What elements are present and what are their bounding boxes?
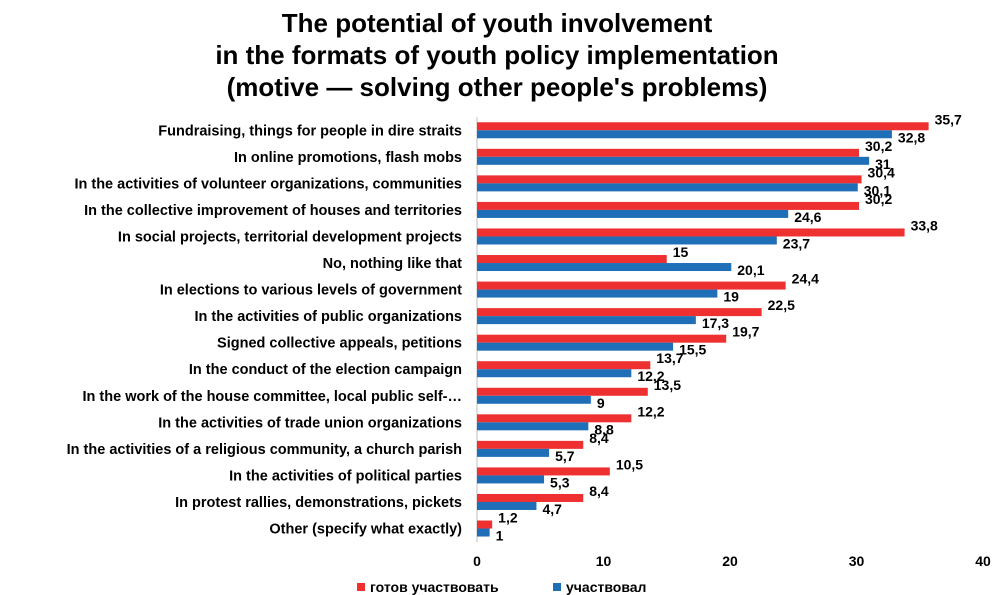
bar-ready-to-participate xyxy=(477,255,667,264)
data-label: 15 xyxy=(673,244,689,260)
data-label: 30,1 xyxy=(864,182,891,198)
data-label: 15,5 xyxy=(679,342,706,358)
legend-label: готов участвовать xyxy=(370,579,499,595)
bar-ready-to-participate xyxy=(477,467,610,476)
category-label: In the activities of political parties xyxy=(229,468,462,484)
data-label: 5,3 xyxy=(550,474,570,490)
bar-participated xyxy=(477,528,490,537)
category-label: In the collective improvement of houses … xyxy=(84,203,462,219)
category-label: No, nothing like that xyxy=(323,256,463,272)
bar-ready-to-participate xyxy=(477,414,632,423)
x-axis-ticks: 0 10 20 30 40 xyxy=(473,553,991,569)
category-label: In social projects, territorial developm… xyxy=(118,229,462,245)
category-label: Signed collective appeals, petitions xyxy=(217,336,462,352)
category-label: Fundraising, things for people in dire s… xyxy=(158,123,462,139)
category-label: In the activities of public organization… xyxy=(195,309,462,325)
data-label: 9 xyxy=(597,395,605,411)
bar-ready-to-participate xyxy=(477,520,493,529)
bar-ready-to-participate xyxy=(477,361,651,370)
data-label: 13,7 xyxy=(656,350,683,366)
bar-ready-to-participate xyxy=(477,334,727,343)
bar-ready-to-participate xyxy=(477,228,905,237)
bar-ready-to-participate xyxy=(477,387,648,396)
bars xyxy=(477,122,929,537)
data-label: 5,7 xyxy=(555,448,575,464)
bar-participated xyxy=(477,316,696,325)
data-label: 1,2 xyxy=(498,510,518,526)
bar-ready-to-participate xyxy=(477,493,584,502)
bar-participated xyxy=(477,130,892,139)
data-label: 17,3 xyxy=(702,315,729,331)
x-tick-label: 10 xyxy=(596,553,612,569)
data-label: 22,5 xyxy=(768,297,795,313)
x-tick-label: 40 xyxy=(975,553,991,569)
chart-title-line-3: (motive — solving other people's problem… xyxy=(227,72,768,102)
bar-participated xyxy=(477,156,870,165)
chart-title-line-2: in the formats of youth policy implement… xyxy=(215,40,778,70)
bar-participated xyxy=(477,422,589,431)
data-label: 30,2 xyxy=(865,138,892,154)
data-label: 35,7 xyxy=(935,111,962,127)
bar-participated xyxy=(477,236,777,245)
chart-title-line-1: The potential of youth involvement xyxy=(282,8,713,38)
x-tick-label: 20 xyxy=(722,553,738,569)
data-label: 8,4 xyxy=(589,430,609,446)
bar-ready-to-participate xyxy=(477,175,862,184)
bar-participated xyxy=(477,475,545,484)
legend: готов участвовать участвовал xyxy=(357,579,646,595)
category-label: In the activities of trade union organiz… xyxy=(158,415,462,431)
bar-participated xyxy=(477,369,632,378)
bar-participated xyxy=(477,263,732,272)
category-labels: Fundraising, things for people in dire s… xyxy=(67,123,463,537)
data-label: 1 xyxy=(496,528,504,544)
data-label: 24,4 xyxy=(792,271,819,287)
bar-participated xyxy=(477,183,858,192)
data-label: 24,6 xyxy=(794,209,821,225)
data-label: 31 xyxy=(875,156,891,172)
category-label: In online promotions, flash mobs xyxy=(234,150,462,166)
bar-participated xyxy=(477,342,674,351)
data-label: 8,8 xyxy=(594,421,614,437)
value-labels: 35,732,830,23130,430,130,224,633,823,715… xyxy=(496,111,962,543)
data-label: 10,5 xyxy=(616,456,643,472)
data-label: 19 xyxy=(723,289,739,305)
data-label: 20,1 xyxy=(737,262,764,278)
bar-ready-to-participate xyxy=(477,201,860,210)
bar-ready-to-participate xyxy=(477,281,786,290)
category-label: In protest rallies, demonstrations, pick… xyxy=(175,495,462,511)
bar-participated xyxy=(477,289,718,298)
category-label: In the work of the house committee, loca… xyxy=(83,389,462,405)
data-label: 23,7 xyxy=(783,235,810,251)
legend-label: участвовал xyxy=(566,579,646,595)
data-label: 19,7 xyxy=(732,324,759,340)
legend-swatch xyxy=(553,583,561,591)
category-label: In the activities of volunteer organizat… xyxy=(74,176,462,192)
data-label: 13,5 xyxy=(654,377,681,393)
data-label: 8,4 xyxy=(589,483,609,499)
legend-swatch xyxy=(357,583,365,591)
bar-ready-to-participate xyxy=(477,308,762,317)
bar-ready-to-participate xyxy=(477,122,929,131)
data-label: 12,2 xyxy=(637,403,664,419)
category-label: In the activities of a religious communi… xyxy=(67,442,462,458)
data-label: 33,8 xyxy=(911,217,938,233)
data-label: 4,7 xyxy=(542,501,562,517)
bar-participated xyxy=(477,448,550,457)
bar-ready-to-participate xyxy=(477,440,584,449)
bar-participated xyxy=(477,501,537,510)
category-label: In the conduct of the election campaign xyxy=(189,362,462,378)
data-label: 30,2 xyxy=(865,191,892,207)
data-label: 32,8 xyxy=(898,129,925,145)
x-tick-label: 30 xyxy=(849,553,865,569)
bar-ready-to-participate xyxy=(477,148,860,157)
bar-participated xyxy=(477,395,591,404)
x-tick-label: 0 xyxy=(473,553,481,569)
category-label: In elections to various levels of govern… xyxy=(160,283,462,299)
category-label: Other (specify what exactly) xyxy=(269,522,462,538)
bar-participated xyxy=(477,209,789,218)
data-label: 12,2 xyxy=(637,368,664,384)
data-label: 30,4 xyxy=(868,164,895,180)
